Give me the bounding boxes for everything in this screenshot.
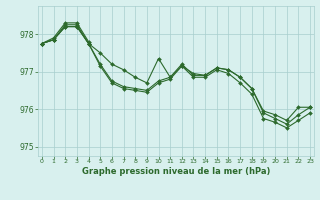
X-axis label: Graphe pression niveau de la mer (hPa): Graphe pression niveau de la mer (hPa) bbox=[82, 167, 270, 176]
